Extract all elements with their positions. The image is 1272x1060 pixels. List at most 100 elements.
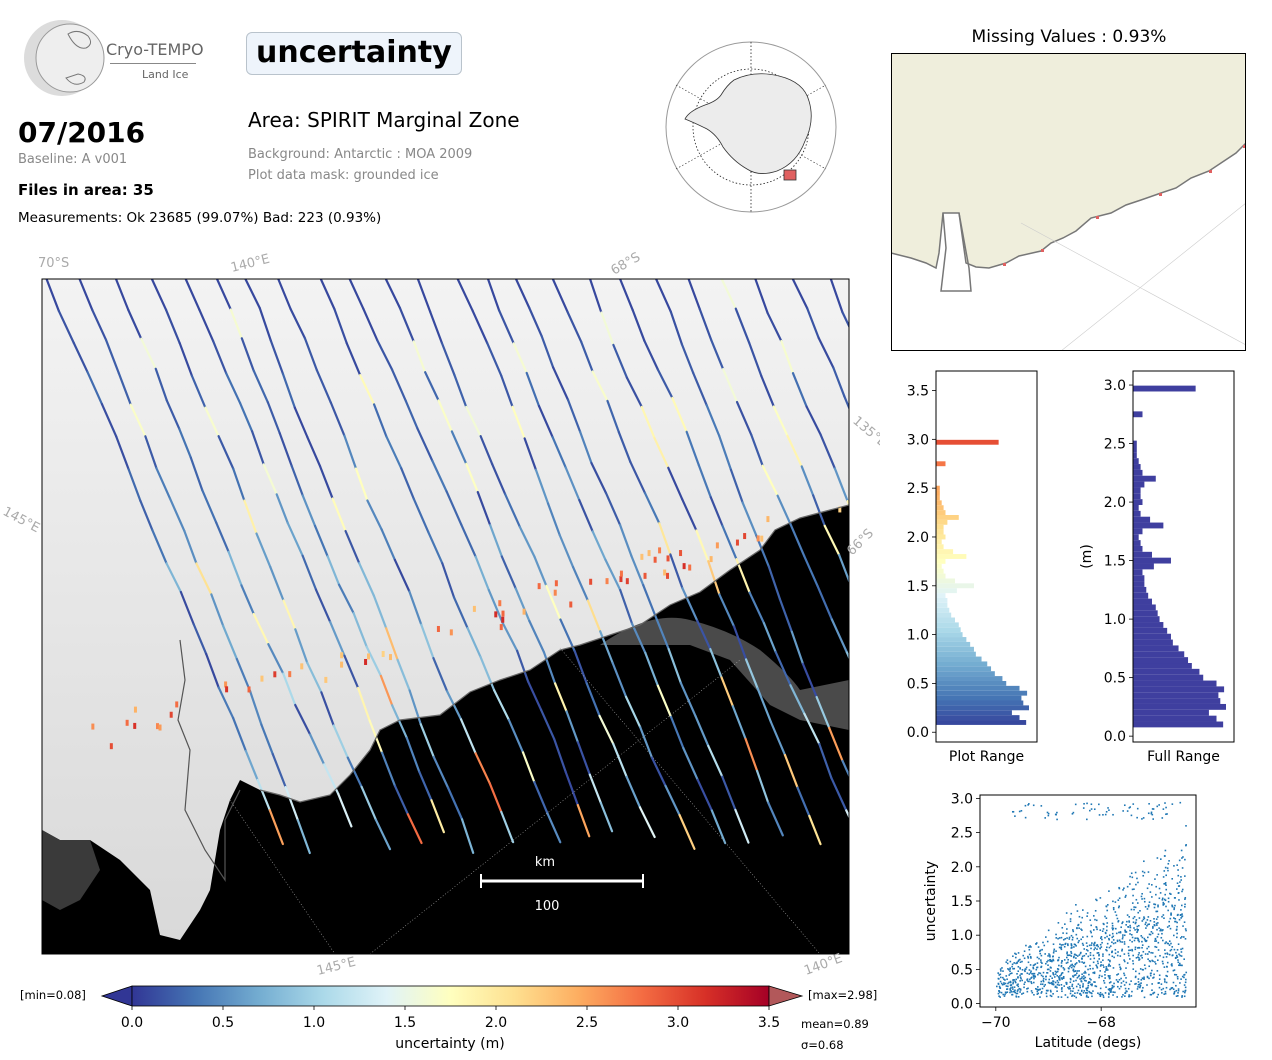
track-segment [681, 498, 698, 532]
scatter-point [1009, 960, 1012, 963]
track-segment [446, 786, 464, 821]
scatter-point [1003, 982, 1005, 984]
scatter-point [1040, 980, 1043, 983]
scatter-point [1132, 921, 1135, 924]
scatter-point [1095, 985, 1098, 988]
histogram-bar [1133, 633, 1171, 640]
scatter-point [1150, 812, 1153, 815]
track-segment [625, 775, 642, 809]
scatter-point [1163, 898, 1166, 901]
track-segment [599, 630, 614, 665]
scatter-point [1116, 985, 1119, 988]
track-segment [756, 687, 772, 724]
scatter-point [1072, 980, 1075, 982]
histogram-bar [1133, 692, 1219, 699]
scatter-point [1014, 989, 1016, 992]
scatter-point [1153, 921, 1156, 923]
scatter-point [1147, 916, 1150, 918]
scatter-point [1109, 959, 1111, 962]
logo-divider [110, 63, 196, 64]
scatter-point [1175, 989, 1178, 992]
track-segment [205, 652, 220, 689]
track-segment [808, 814, 822, 846]
track-segment [256, 778, 271, 812]
scatter-point [1143, 976, 1145, 979]
scatter-point [1165, 884, 1167, 886]
scatter-point [1077, 941, 1080, 944]
scatter-point [1065, 983, 1068, 985]
scatter-point [1005, 975, 1008, 977]
scatter-point [1158, 927, 1160, 929]
scatter-point [1007, 985, 1009, 988]
track-segment [486, 341, 503, 377]
scatter-point [1105, 917, 1108, 920]
scatter-point [1164, 952, 1167, 955]
scatter-point [1020, 809, 1023, 812]
track-segment [459, 718, 477, 755]
scatter-point [1184, 858, 1186, 861]
histogram-bar [936, 524, 944, 530]
track-segment [358, 562, 376, 597]
scatter-point [1118, 987, 1121, 990]
track-segment [669, 715, 685, 750]
scatter-point [1057, 959, 1059, 962]
histogram-bar [1133, 516, 1151, 523]
scatter-point [1137, 928, 1139, 931]
scatter-point [1136, 928, 1138, 931]
track-segment [416, 279, 432, 313]
files-count: Files in area: 35 [18, 181, 154, 199]
scatter-point [1037, 989, 1040, 991]
scatter-point [1118, 897, 1121, 900]
scatter-point [1171, 986, 1174, 989]
scatter-point [1094, 941, 1096, 944]
scatter-point [1093, 915, 1095, 917]
track-segment [667, 466, 684, 501]
grid-label-145e-left: 145°E [0, 504, 42, 536]
scatter-point [1087, 949, 1089, 952]
track-segment [769, 720, 787, 757]
scatter-point [999, 996, 1001, 998]
edge-sample [247, 686, 251, 693]
histogram-bar [936, 439, 999, 445]
scatter-point [1138, 917, 1141, 919]
edge-sample [619, 576, 623, 583]
scatter-point [1181, 947, 1184, 950]
scatter-point [1083, 954, 1086, 957]
scatter-point [1164, 981, 1166, 983]
scatter-point [1157, 959, 1159, 962]
scatter-point [1177, 943, 1180, 945]
scatter-point [1021, 979, 1023, 982]
parameter-title: uncertainty [246, 32, 462, 75]
scatter-point [1056, 990, 1058, 992]
scatter-point [1066, 951, 1068, 954]
scatter-point [1156, 970, 1159, 972]
histogram-bar [1133, 557, 1171, 564]
histogram-bar [936, 705, 1029, 711]
scatter-point [1173, 865, 1175, 867]
scatter-point [1118, 905, 1120, 908]
scatter-point [1033, 972, 1036, 975]
logo-subtitle: Land Ice [142, 68, 189, 81]
track-segment [861, 685, 874, 715]
track-segment [198, 308, 215, 343]
histogram-bar [1133, 598, 1152, 605]
histogram-bar [1133, 452, 1137, 459]
histogram-bar [936, 680, 1007, 686]
scatter-point [1030, 981, 1032, 983]
track-segment [617, 430, 632, 464]
scatter-point [1069, 920, 1072, 923]
scatter-point [1127, 987, 1130, 990]
scatter-point [1100, 946, 1103, 948]
track-segment [91, 308, 108, 341]
scatter-point [1160, 936, 1163, 939]
edge-sample [589, 578, 593, 585]
histogram-bar [1133, 505, 1139, 511]
histogram-frame [935, 370, 1038, 743]
track-segment [534, 468, 550, 505]
scatter-point [1066, 943, 1069, 945]
histogram-bar [936, 510, 946, 516]
histogram-bar [1133, 657, 1189, 664]
scatter-point [1014, 991, 1016, 994]
scatter-point [997, 982, 1000, 985]
track-segment [695, 529, 710, 563]
